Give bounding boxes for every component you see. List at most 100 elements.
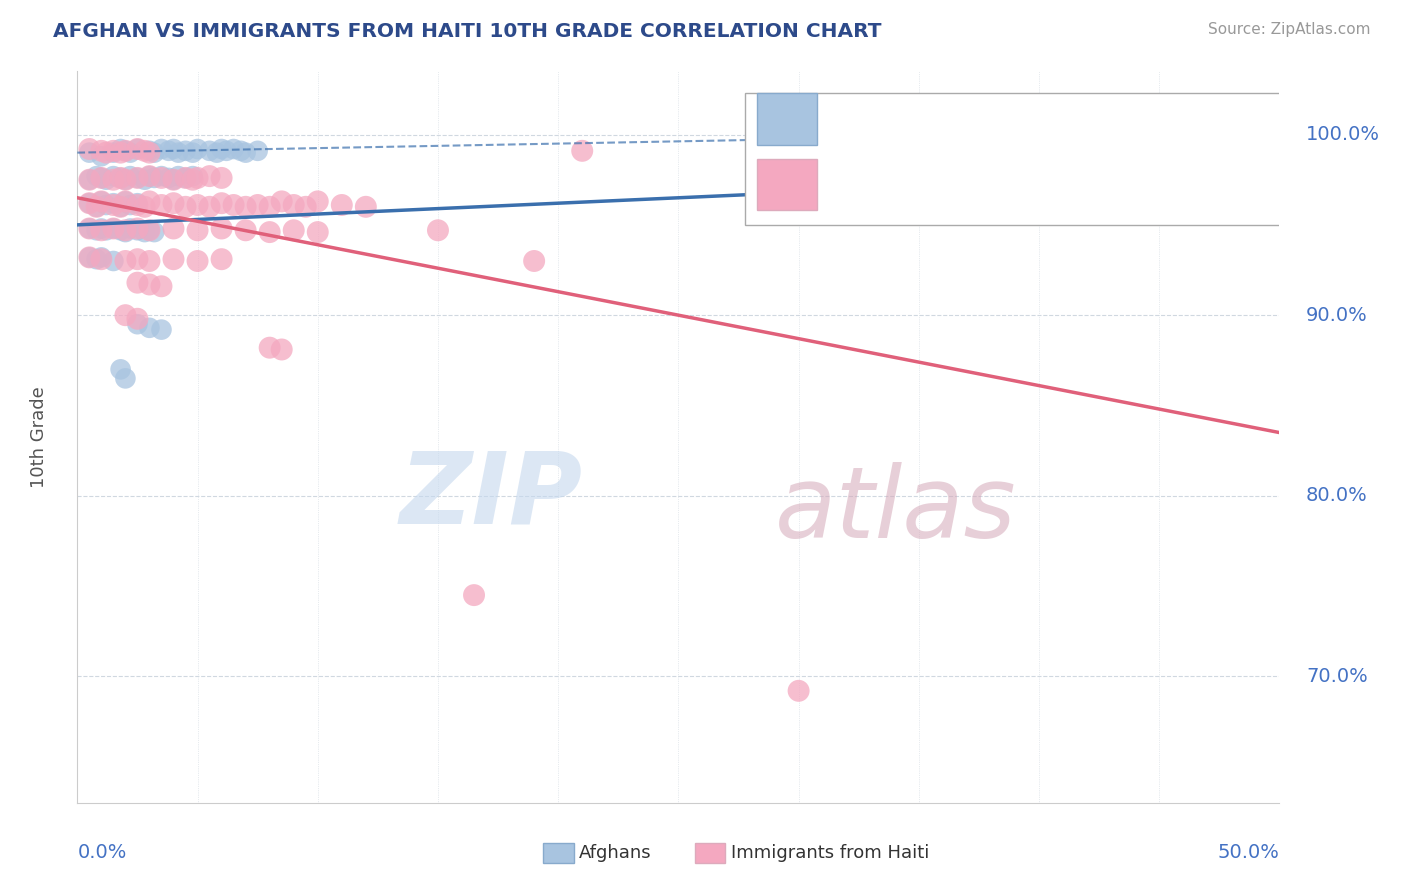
Text: R =  0.209    N = 74: R = 0.209 N = 74 bbox=[835, 108, 1047, 127]
Point bbox=[138, 144, 160, 158]
Point bbox=[86, 200, 108, 214]
Point bbox=[229, 144, 252, 158]
Point bbox=[90, 194, 112, 209]
FancyBboxPatch shape bbox=[756, 94, 817, 145]
Point bbox=[523, 254, 546, 268]
Point bbox=[79, 172, 101, 186]
Point bbox=[150, 198, 173, 212]
Point bbox=[181, 169, 204, 183]
Point bbox=[198, 144, 221, 158]
Point bbox=[103, 144, 125, 158]
Text: 70.0%: 70.0% bbox=[1306, 667, 1368, 686]
Point bbox=[307, 194, 329, 209]
Text: 100.0%: 100.0% bbox=[1306, 125, 1379, 145]
Point bbox=[270, 194, 292, 209]
Point bbox=[79, 172, 101, 186]
Point bbox=[110, 170, 132, 185]
Point bbox=[162, 172, 184, 186]
Point bbox=[114, 223, 136, 237]
Point bbox=[103, 221, 125, 235]
Point bbox=[127, 170, 149, 185]
Point bbox=[143, 225, 166, 239]
Text: 10th Grade: 10th Grade bbox=[30, 386, 48, 488]
Point bbox=[181, 145, 204, 160]
Point bbox=[86, 223, 108, 237]
Point bbox=[103, 198, 125, 212]
Point bbox=[162, 172, 184, 186]
Point bbox=[114, 194, 136, 209]
Point bbox=[283, 223, 305, 237]
Point bbox=[463, 588, 485, 602]
Point bbox=[110, 362, 132, 376]
Point bbox=[127, 311, 149, 326]
Point bbox=[120, 169, 142, 183]
Point bbox=[138, 169, 160, 183]
Point bbox=[127, 276, 149, 290]
Point bbox=[427, 223, 450, 237]
Point bbox=[162, 196, 184, 211]
Point bbox=[79, 196, 101, 211]
Text: 90.0%: 90.0% bbox=[1306, 306, 1368, 325]
Point bbox=[246, 198, 269, 212]
Point bbox=[181, 172, 204, 186]
Point bbox=[150, 279, 173, 293]
Point bbox=[211, 196, 233, 211]
Point bbox=[138, 194, 160, 209]
Point bbox=[162, 142, 184, 156]
Point bbox=[283, 198, 305, 212]
Point bbox=[186, 142, 209, 156]
Point bbox=[211, 252, 233, 267]
Point bbox=[127, 252, 149, 267]
Point bbox=[222, 142, 245, 156]
Point bbox=[96, 198, 118, 212]
Point bbox=[134, 172, 156, 186]
Point bbox=[114, 144, 136, 158]
Point bbox=[571, 144, 593, 158]
Point bbox=[79, 251, 101, 265]
Point bbox=[174, 200, 197, 214]
Point bbox=[110, 170, 132, 185]
Point bbox=[103, 145, 125, 160]
Point bbox=[103, 172, 125, 186]
Point bbox=[120, 198, 142, 212]
Text: Afghans: Afghans bbox=[579, 844, 652, 862]
Point bbox=[114, 172, 136, 186]
Point bbox=[96, 223, 118, 237]
Point bbox=[96, 145, 118, 160]
Point bbox=[110, 200, 132, 214]
Point bbox=[90, 252, 112, 267]
Text: Immigrants from Haiti: Immigrants from Haiti bbox=[731, 844, 929, 862]
Point bbox=[186, 223, 209, 237]
Point bbox=[143, 170, 166, 185]
Point bbox=[90, 144, 112, 158]
Point bbox=[138, 321, 160, 335]
Point bbox=[157, 144, 180, 158]
Point bbox=[167, 145, 190, 160]
Point bbox=[134, 144, 156, 158]
Point bbox=[134, 225, 156, 239]
Bar bbox=[543, 843, 574, 863]
Text: 80.0%: 80.0% bbox=[1306, 486, 1368, 505]
Point bbox=[86, 200, 108, 214]
Point bbox=[110, 223, 132, 237]
Point bbox=[90, 149, 112, 163]
Point bbox=[127, 221, 149, 235]
Point bbox=[114, 254, 136, 268]
Text: AFGHAN VS IMMIGRANTS FROM HAITI 10TH GRADE CORRELATION CHART: AFGHAN VS IMMIGRANTS FROM HAITI 10TH GRA… bbox=[53, 22, 882, 41]
Point bbox=[307, 225, 329, 239]
Point bbox=[198, 169, 221, 183]
Point bbox=[79, 251, 101, 265]
Point bbox=[86, 169, 108, 183]
Point bbox=[127, 198, 149, 212]
Point bbox=[120, 145, 142, 160]
Point bbox=[138, 277, 160, 292]
Point bbox=[90, 170, 112, 185]
Point bbox=[134, 200, 156, 214]
Point bbox=[114, 308, 136, 322]
Point bbox=[127, 317, 149, 331]
Point bbox=[138, 223, 160, 237]
Point bbox=[79, 221, 101, 235]
Bar bbox=[695, 843, 725, 863]
Point bbox=[205, 145, 228, 160]
Point bbox=[114, 172, 136, 186]
